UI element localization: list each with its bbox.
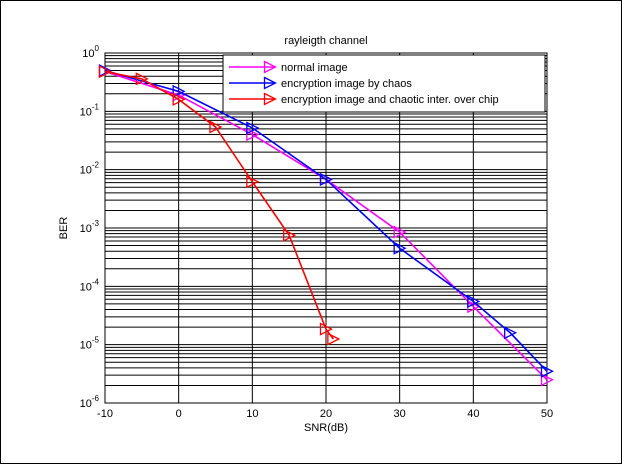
data-point bbox=[246, 121, 260, 135]
data-point bbox=[172, 92, 186, 106]
data-point bbox=[172, 84, 186, 98]
legend-item: encryption image and chaotic inter. over… bbox=[229, 92, 499, 106]
legend-box bbox=[222, 54, 546, 113]
series-2 bbox=[98, 64, 554, 378]
data-point bbox=[98, 65, 112, 79]
y-tick-label: 10-2 bbox=[80, 161, 100, 177]
x-tick-label: 50 bbox=[541, 408, 553, 420]
series-layer bbox=[98, 64, 554, 387]
legend-marker bbox=[263, 60, 277, 74]
data-point bbox=[467, 294, 481, 309]
y-axis-label: BER bbox=[58, 217, 70, 240]
y-tick-label: 100 bbox=[82, 44, 99, 60]
chart-title: rayleigth channel bbox=[284, 35, 367, 47]
legend-label: normal image bbox=[281, 62, 348, 74]
legend-item: normal image bbox=[229, 60, 348, 74]
y-tick-label: 10-4 bbox=[80, 277, 100, 293]
data-point bbox=[393, 241, 407, 255]
x-tick-label: 10 bbox=[246, 408, 258, 420]
data-point bbox=[209, 120, 223, 134]
data-point bbox=[540, 364, 554, 378]
x-tick-label: 0 bbox=[176, 408, 182, 420]
y-tick-label: 10-5 bbox=[80, 336, 100, 352]
x-axis-label: SNR(dB) bbox=[304, 422, 348, 434]
data-point bbox=[327, 332, 341, 346]
series-line bbox=[104, 70, 335, 340]
x-tick-label: 20 bbox=[320, 408, 332, 420]
data-point bbox=[135, 72, 149, 86]
x-tick-labels: -10 0 10 20 30 40 50 bbox=[97, 408, 553, 420]
legend-label: encryption image by chaos bbox=[281, 78, 412, 90]
y-tick-label: 10-1 bbox=[80, 102, 100, 118]
data-point bbox=[393, 225, 407, 239]
data-point bbox=[504, 326, 518, 340]
y-tick-label: 10-6 bbox=[80, 394, 100, 410]
legend-label: encryption image and chaotic inter. over… bbox=[281, 94, 499, 106]
data-point bbox=[246, 127, 260, 142]
legend-marker bbox=[263, 92, 277, 106]
series-3 bbox=[98, 65, 341, 346]
x-tick-label: -10 bbox=[97, 408, 113, 420]
data-point bbox=[319, 322, 333, 336]
y-tick-label: 10-3 bbox=[80, 219, 100, 235]
legend-marker bbox=[263, 76, 277, 90]
data-point bbox=[246, 175, 260, 189]
legend: normal image encryption image by chaos enc… bbox=[222, 54, 546, 113]
data-point bbox=[283, 228, 297, 242]
data-point bbox=[540, 373, 554, 387]
data-point bbox=[319, 172, 333, 186]
plot-area bbox=[104, 52, 548, 404]
legend-item: encryption image by chaos bbox=[229, 76, 412, 90]
x-tick-label: 40 bbox=[467, 408, 479, 420]
y-tick-labels: 100 10-1 10-2 10-3 10-4 10-5 10-6 bbox=[80, 44, 100, 410]
x-tick-label: 30 bbox=[394, 408, 406, 420]
